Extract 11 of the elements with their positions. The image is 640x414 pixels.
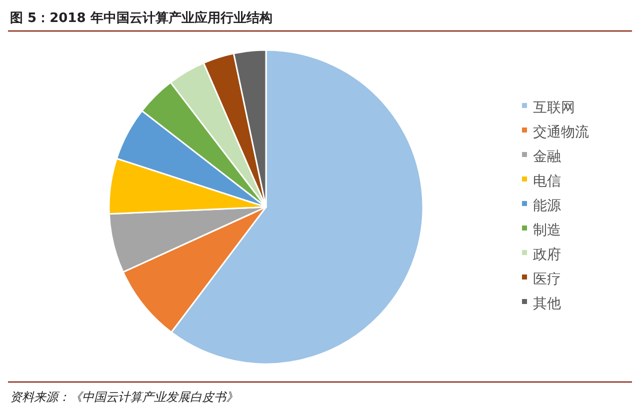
legend-label: 能源	[533, 198, 561, 214]
legend-label: 政府	[533, 247, 561, 263]
legend-label: 其他	[533, 296, 561, 312]
legend-label: 交通物流	[533, 124, 589, 140]
legend-label: 电信	[533, 174, 561, 190]
chart-title: 图 5：2018 年中国云计算产业应用行业结构	[10, 10, 272, 26]
legend-label: 互联网	[533, 100, 575, 116]
text: 资料来源：《中国云计算产业发展白皮书》	[10, 390, 238, 404]
legend-label: 金融	[533, 149, 561, 165]
legend-label: 制造	[533, 222, 561, 238]
legend-label: 医疗	[533, 272, 561, 288]
